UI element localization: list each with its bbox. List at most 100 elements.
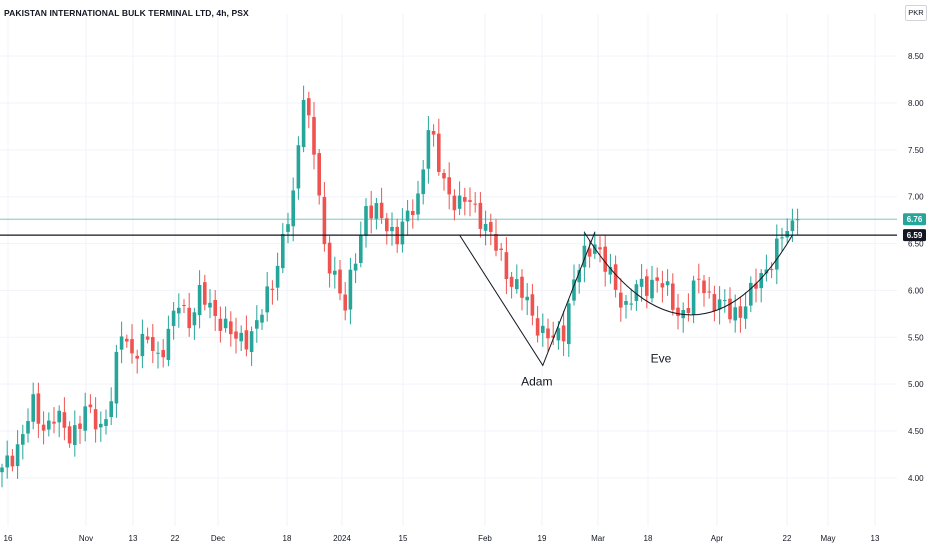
candle-body xyxy=(301,99,306,148)
candlestick-series xyxy=(0,85,800,488)
candle-body xyxy=(525,296,529,301)
candle-body xyxy=(161,350,165,358)
candle-body xyxy=(385,218,389,232)
candle-body xyxy=(333,270,337,275)
candle-body xyxy=(759,273,763,289)
candle-body xyxy=(260,314,264,323)
candle-body xyxy=(322,196,327,245)
candle-body xyxy=(473,203,477,205)
chart-grid xyxy=(0,14,897,526)
candle-body xyxy=(327,242,332,274)
candle-body xyxy=(624,300,628,305)
candle-body xyxy=(270,288,275,290)
candle-body xyxy=(489,222,493,232)
candle-body xyxy=(249,331,254,353)
candle-body xyxy=(608,267,613,275)
candle-body xyxy=(125,338,129,342)
candle-body xyxy=(504,252,509,280)
candle-body xyxy=(171,310,176,327)
candle-body xyxy=(317,153,321,196)
y-tick-label: 7.00 xyxy=(908,193,924,202)
candle-body xyxy=(769,269,774,271)
candle-body xyxy=(426,130,431,169)
candle-body xyxy=(515,279,519,290)
candle-body xyxy=(239,332,243,342)
y-tick-label: 4.50 xyxy=(908,427,924,436)
x-tick-label: Mar xyxy=(591,534,605,543)
candle-body xyxy=(26,421,30,434)
y-tick-label: 5.50 xyxy=(908,333,924,342)
candle-body xyxy=(468,200,472,202)
candle-body xyxy=(577,270,581,283)
y-tick-label: 7.50 xyxy=(908,146,924,155)
candle-body xyxy=(36,393,41,424)
candle-body xyxy=(296,145,301,189)
candle-body xyxy=(275,265,280,288)
candle-body xyxy=(457,195,462,209)
candle-body xyxy=(556,328,561,341)
candle-body xyxy=(593,244,597,254)
candle-body xyxy=(286,224,290,232)
candle-body xyxy=(364,206,368,236)
candle-body xyxy=(671,283,675,310)
candle-body xyxy=(21,434,25,445)
candle-body xyxy=(31,394,35,422)
x-tick-label: 13 xyxy=(871,534,880,543)
candle-body xyxy=(374,203,379,219)
x-tick-label: Feb xyxy=(478,534,492,543)
candle-body xyxy=(41,424,46,431)
candle-body xyxy=(655,277,659,281)
x-tick-label: 16 xyxy=(4,534,13,543)
x-tick-label: 18 xyxy=(283,534,292,543)
candle-body xyxy=(218,318,223,331)
candle-body xyxy=(795,219,800,221)
candle-body xyxy=(405,210,410,222)
candle-body xyxy=(561,325,566,342)
candle-body xyxy=(353,263,358,271)
candle-body xyxy=(15,444,20,467)
price-badge-label: 6.59 xyxy=(907,231,923,240)
candle-body xyxy=(151,337,155,351)
candle-body xyxy=(281,234,285,269)
x-tick-label: Apr xyxy=(711,534,724,543)
candle-body xyxy=(650,279,654,299)
candle-body xyxy=(213,300,217,316)
candle-body xyxy=(208,302,212,308)
candle-body xyxy=(520,276,524,298)
candle-body xyxy=(738,306,743,318)
candle-body xyxy=(390,226,394,232)
y-tick-label: 4.00 xyxy=(908,474,924,483)
adam-label: Adam xyxy=(521,374,552,388)
price-badges: 6.76 6.59 xyxy=(903,213,926,242)
candle-body xyxy=(244,330,249,350)
eve-label: Eve xyxy=(651,352,672,366)
candle-body xyxy=(57,410,61,423)
candle-body xyxy=(598,247,602,250)
candle-body xyxy=(499,248,503,250)
candle-body xyxy=(156,352,160,354)
candle-body xyxy=(109,401,113,417)
candle-body xyxy=(447,177,451,195)
price-axis[interactable]: 4.00 4.50 5.00 5.50 6.00 6.50 7.00 7.50 8.00 8.50 xyxy=(908,52,924,483)
candle-body xyxy=(416,193,420,215)
candle-body xyxy=(613,264,618,290)
candle-body xyxy=(203,282,207,305)
time-axis[interactable]: 16 Nov 13 22 Dec 18 2024 15 Feb 19 Mar 18 Apr 22 May 13 xyxy=(4,534,880,543)
candle-body xyxy=(192,312,197,326)
currency-button[interactable]: PKR xyxy=(905,5,927,21)
candle-body xyxy=(338,269,342,294)
candle-body xyxy=(67,426,72,444)
candle-body xyxy=(697,278,701,280)
candle-body xyxy=(452,195,457,211)
candle-body xyxy=(343,294,347,311)
candle-body xyxy=(749,282,753,306)
candle-body xyxy=(702,280,706,294)
candle-body xyxy=(62,412,67,428)
x-tick-label: 18 xyxy=(644,534,653,543)
candle-body xyxy=(463,197,467,202)
candle-body xyxy=(93,409,98,430)
candle-body xyxy=(676,307,680,317)
x-tick-label: 22 xyxy=(171,534,180,543)
x-tick-label: 13 xyxy=(129,534,138,543)
